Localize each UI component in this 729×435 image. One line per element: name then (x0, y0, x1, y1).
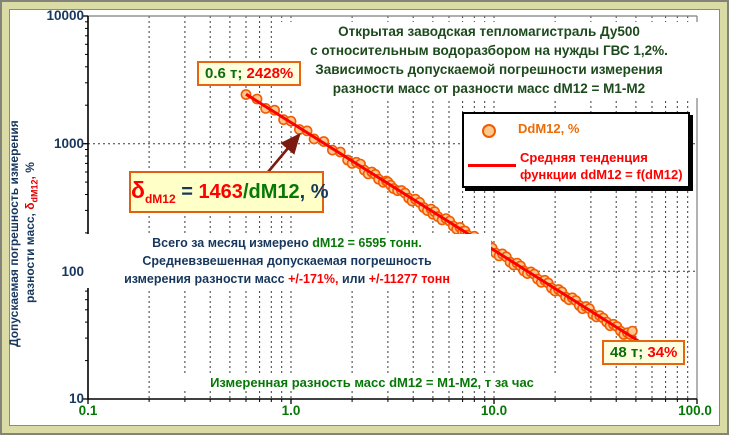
x-tick-label: 1.0 (281, 403, 301, 418)
chart-title: Открытая заводская тепломагистраль Ду500… (278, 22, 700, 98)
chart-title-line: Зависимость допускаемой погрешности изме… (315, 62, 663, 77)
y-axis-label-line2: разности масс, δdM12, % (23, 162, 40, 303)
callout-start-pct: 2428% (242, 65, 294, 82)
callout-start-point: 0.6 т; 2428% (197, 61, 302, 86)
summary-text: Всего за месяц измерено dM12 = 6595 тонн… (83, 234, 491, 288)
formula-numerator: 1463 (198, 181, 243, 203)
formula-callout: δdM12 = 1463/dM12, % (129, 171, 329, 213)
chart-title-line: с относительным водоразбором на нужды ГВ… (310, 43, 668, 58)
chart-title-line: разности масс от разности масс dM12 = М1… (332, 81, 646, 96)
y-tick-label: 100 (61, 264, 84, 279)
summary-line-2: Средневзвешенная допускаемая погрешность (142, 254, 432, 268)
y-axis-label-line1: Допускаемая погрешность измерения (7, 120, 21, 347)
x-axis-label: Измеренная разность масс dM12 = М1-М2, т… (182, 375, 562, 390)
formula-denominator: /dM12 (242, 181, 300, 203)
chart-title-line: Открытая заводская тепломагистраль Ду500 (338, 24, 640, 39)
x-tick-label: 0.1 (78, 403, 98, 418)
summary-line-3: измерения разности масс +/-171%, или +/-… (124, 272, 450, 286)
legend-scatter-label: DdM12, % (518, 121, 580, 136)
legend: DdM12, % Средняя тенденция функции ddM12… (462, 112, 690, 188)
callout-end-pct: 34% (643, 344, 678, 361)
y-tick-label: 10 (68, 391, 84, 406)
x-tick-label: 100.0 (678, 403, 712, 418)
x-tick-label: 10.0 (480, 403, 508, 418)
formula-delta: δ (131, 177, 145, 203)
callout-end-point: 48 т; 34% (602, 340, 686, 365)
formula-eq: = (175, 181, 199, 203)
summary-line-1: Всего за месяц измерено dM12 = 6595 тонн… (152, 236, 422, 250)
callout-start-value: 0.6 т; (205, 65, 243, 82)
callout-end-value: 48 т; (610, 344, 644, 361)
y-tick-label: 1000 (53, 136, 84, 151)
y-tick-label: 10000 (46, 8, 84, 23)
legend-trend-label: Средняя тенденция функции ddM12 = f(dM12… (520, 150, 683, 182)
formula-tail: , % (299, 181, 329, 203)
scatter-series-marker-icon (482, 124, 496, 138)
trend-line-swatch-icon (468, 164, 516, 167)
formula-delta-sub: dM12 (144, 192, 176, 206)
